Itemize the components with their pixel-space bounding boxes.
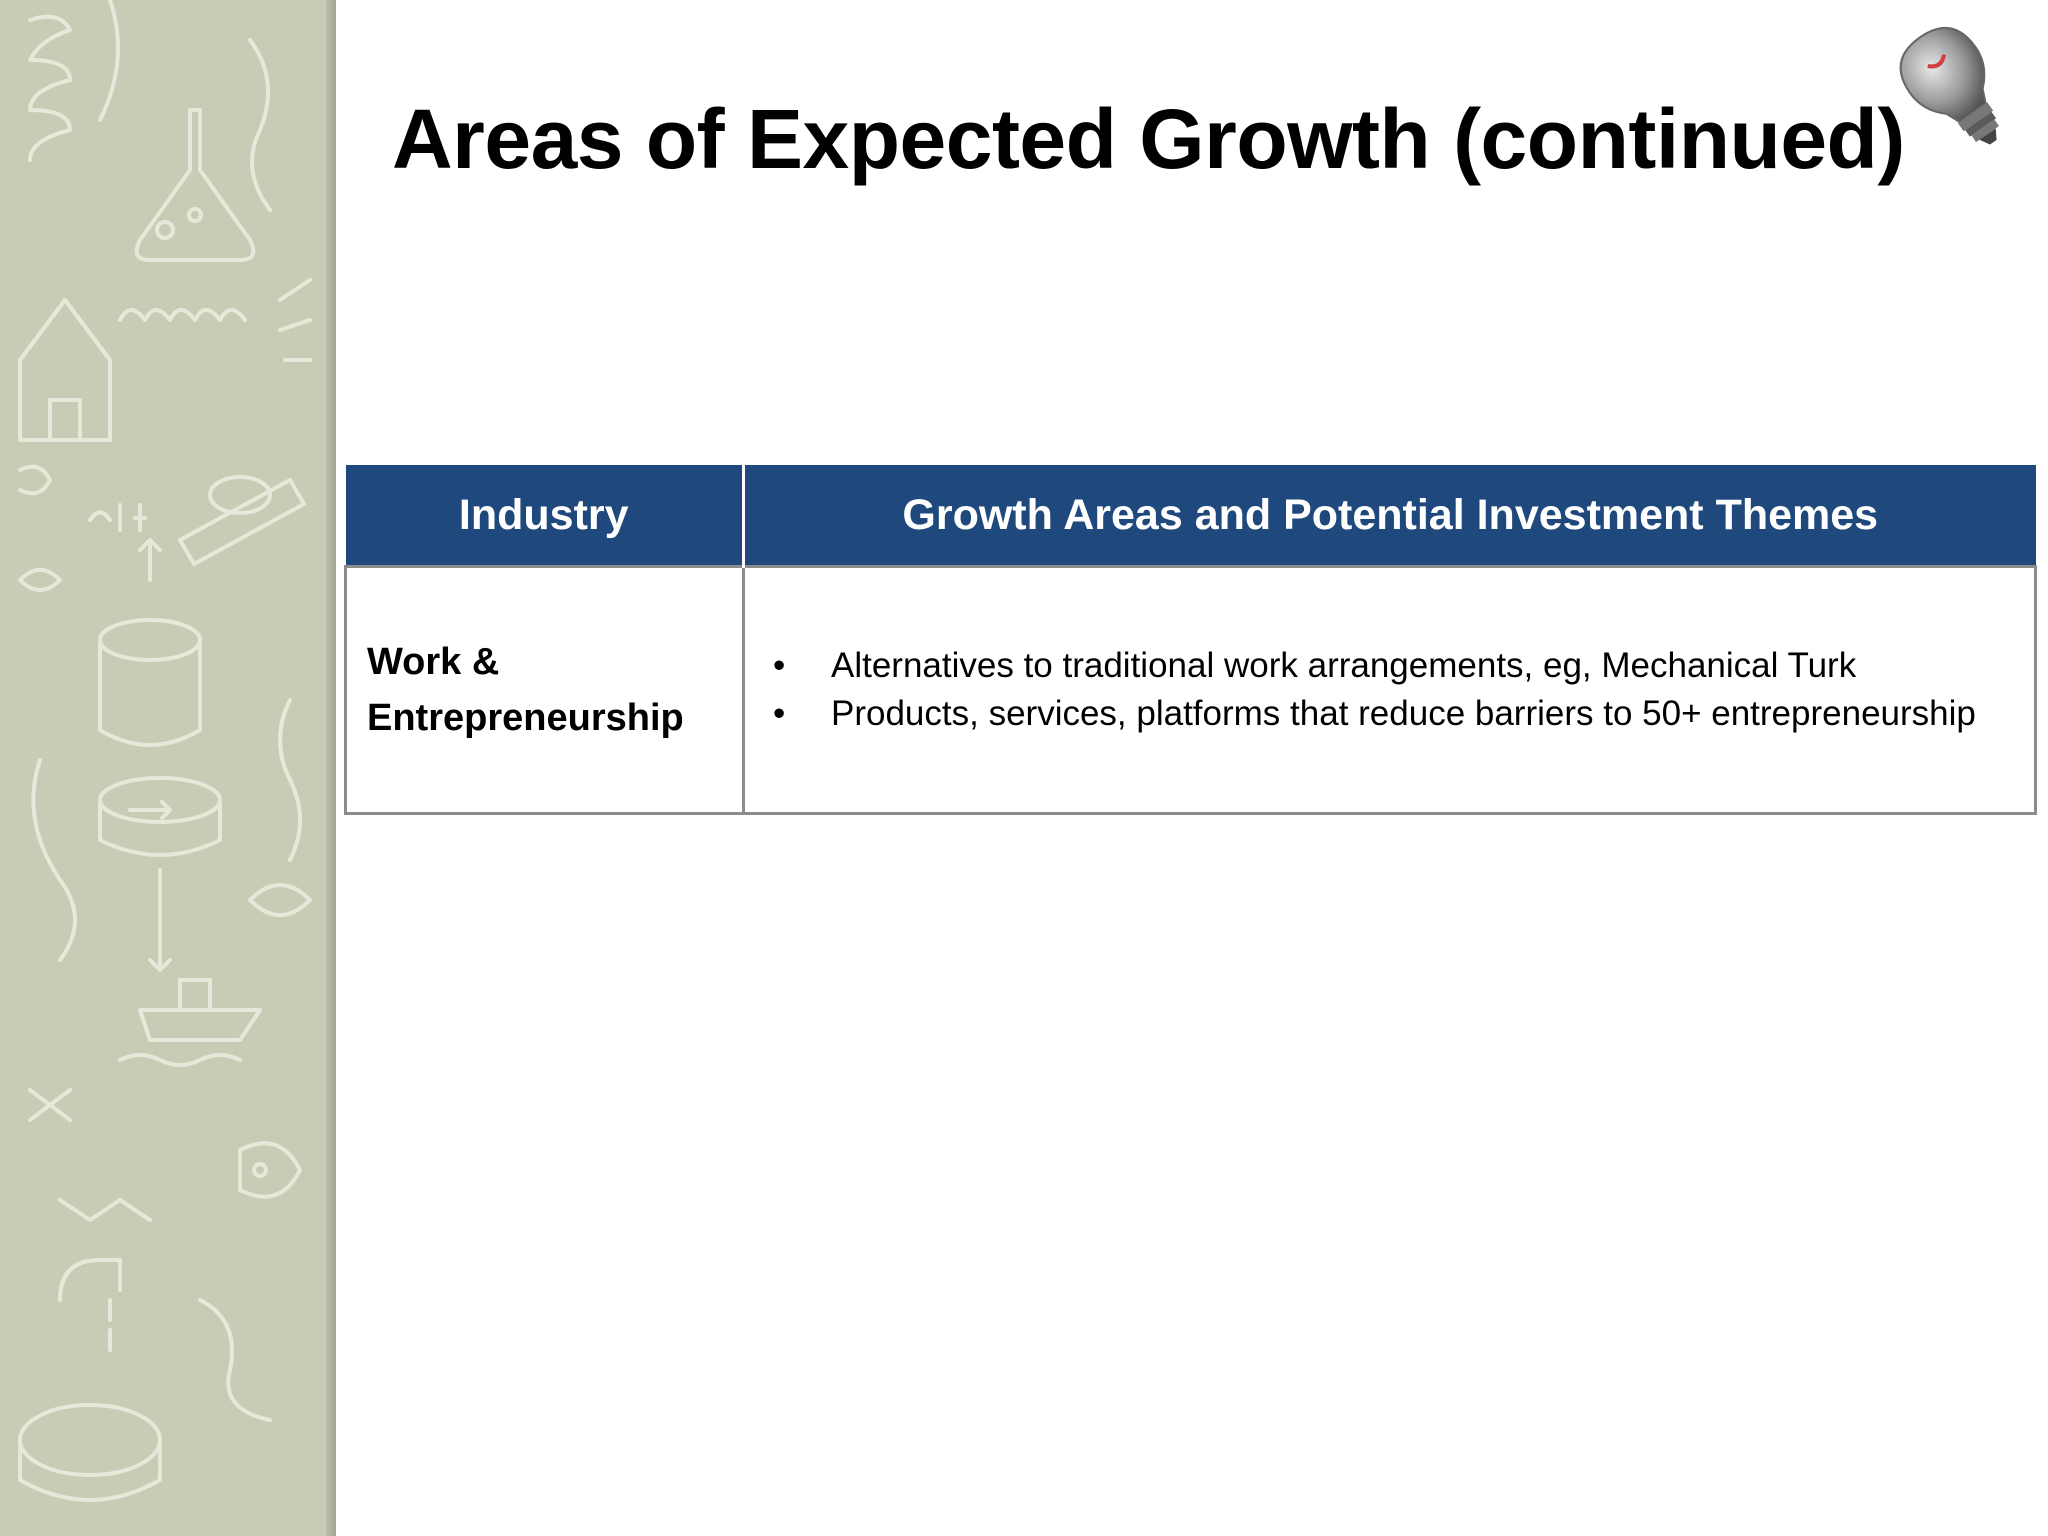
decorative-sidebar	[0, 0, 336, 1536]
growth-areas-table: Industry Growth Areas and Potential Inve…	[344, 465, 2037, 815]
list-item: • Products, services, platforms that redu…	[765, 690, 2010, 738]
themes-column-header: Growth Areas and Potential Investment Th…	[742, 465, 2036, 567]
table-header-row: Industry Growth Areas and Potential Inve…	[345, 465, 2036, 567]
industry-column-header: Industry	[345, 465, 744, 567]
themes-cell: • Alternatives to traditional work arrang…	[742, 565, 2037, 815]
slide-title: Areas of Expected Growth (continued)	[392, 92, 1905, 187]
bullet-icon: •	[773, 694, 786, 733]
list-item: • Alternatives to traditional work arrang…	[765, 642, 2010, 690]
theme-text: Alternatives to traditional work arrange…	[831, 646, 1857, 685]
table-row: Work & Entrepreneurship • Alternatives to…	[344, 565, 2037, 815]
industry-cell: Work & Entrepreneurship	[344, 565, 745, 815]
bullet-icon: •	[773, 646, 786, 685]
themes-list: • Alternatives to traditional work arrang…	[765, 642, 2010, 738]
lightbulb-icon	[1899, 27, 2000, 145]
theme-text: Products, services, platforms that reduc…	[831, 694, 1976, 733]
doodle-pattern-icon	[18, 0, 312, 1502]
